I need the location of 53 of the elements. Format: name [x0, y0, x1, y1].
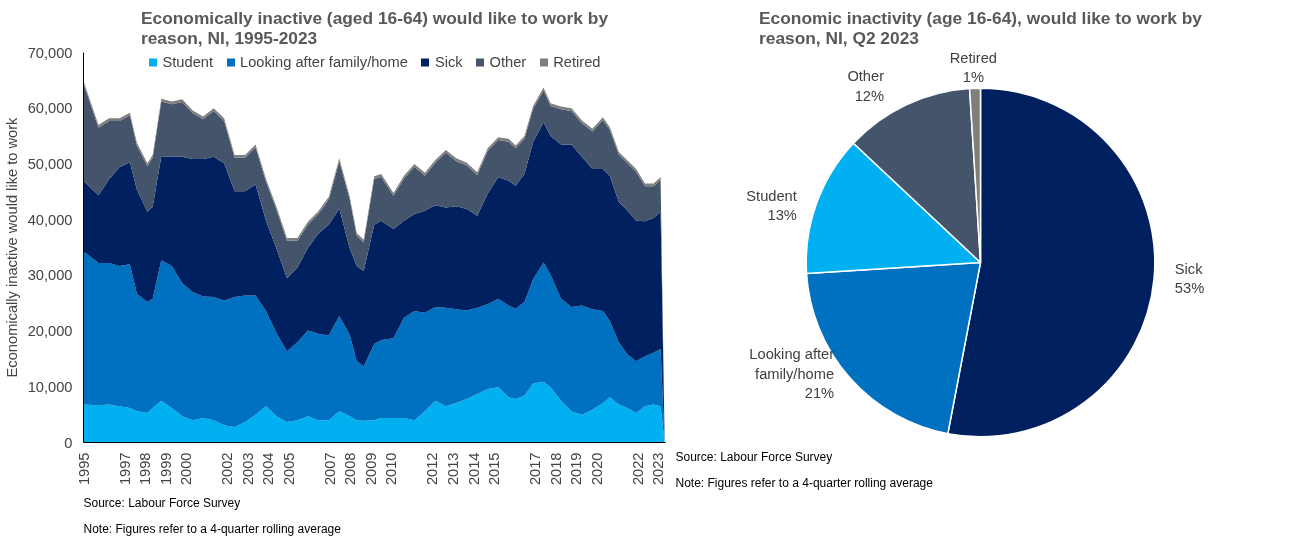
legend-label: Student — [162, 54, 214, 70]
slice-label: Student — [746, 187, 797, 204]
x-tick-label: 1999 — [157, 452, 174, 486]
x-tick-label: 2003 — [239, 452, 256, 486]
data-label: 12% — [854, 87, 885, 104]
y-tick-label: 30,000 — [27, 267, 73, 284]
x-tick-label: 2023 — [650, 452, 667, 486]
x-tick-label: 1997 — [116, 452, 133, 486]
slice-label: Retired — [949, 50, 998, 66]
y-tick-label: 10,000 — [27, 378, 73, 395]
x-tick-label: 2018 — [547, 452, 564, 486]
x-tick-label: 1995 — [75, 452, 92, 486]
legend-label: Looking after family/home — [240, 54, 408, 70]
y-tick-label: 70,000 — [27, 44, 73, 61]
slice-label: Other — [847, 68, 885, 85]
legend-label: Retired — [553, 54, 601, 70]
legend-label: Sick — [434, 54, 463, 70]
data-label: 53% — [1174, 279, 1205, 296]
x-tick-label: 2015 — [486, 452, 503, 486]
x-tick-label: 2019 — [568, 452, 585, 486]
x-tick-label: 2012 — [424, 452, 441, 486]
x-tick-label: 1998 — [137, 452, 154, 486]
x-tick-label: 2000 — [178, 452, 195, 486]
x-tick-label: 2002 — [219, 452, 236, 486]
y-tick-label: 50,000 — [27, 155, 73, 172]
x-tick-label: 2004 — [260, 452, 277, 486]
y-tick-label: 60,000 — [27, 100, 73, 117]
x-tick-label: 2010 — [383, 452, 400, 486]
x-tick-label: 2005 — [280, 452, 297, 486]
data-label: 21% — [804, 384, 835, 401]
y-tick-label: 20,000 — [27, 323, 73, 340]
source-note: Source: Labour Force Survey — [675, 449, 833, 464]
x-tick-label: 2017 — [527, 452, 544, 486]
x-tick-label: 2008 — [342, 452, 359, 486]
x-tick-label: 2022 — [629, 452, 646, 486]
data-label: 13% — [767, 207, 797, 224]
y-axis-title: Economically inactive would like to work — [3, 116, 20, 378]
slice-label: Looking after family/home — [749, 346, 835, 382]
x-tick-label: 2007 — [321, 452, 338, 486]
text: Note: Figures refer to a 4-quarter rolling average — [675, 475, 934, 490]
data-label: 1% — [962, 69, 984, 86]
text: Note: Figures refer to a 4-quarter rolling average — [83, 521, 342, 536]
source-note: Source: Labour Force Survey — [83, 495, 241, 510]
x-tick-label: 2013 — [445, 452, 462, 486]
y-tick-label: 0 — [64, 434, 73, 451]
chart-title: Economically inactive (aged 16-64) would like to work by reason, NI, 1995-2023 — [140, 7, 609, 48]
x-tick-label: 2014 — [465, 452, 482, 486]
slice-label: Sick — [1174, 260, 1204, 277]
x-tick-label: 2009 — [362, 452, 379, 486]
chart-title: Economic inactivity (age 16-64), would like to work by reason, NI, Q2 2023 — [759, 7, 1203, 48]
legend-label: Other — [489, 54, 527, 70]
y-tick-label: 40,000 — [27, 211, 73, 228]
x-tick-label: 2020 — [588, 452, 605, 486]
